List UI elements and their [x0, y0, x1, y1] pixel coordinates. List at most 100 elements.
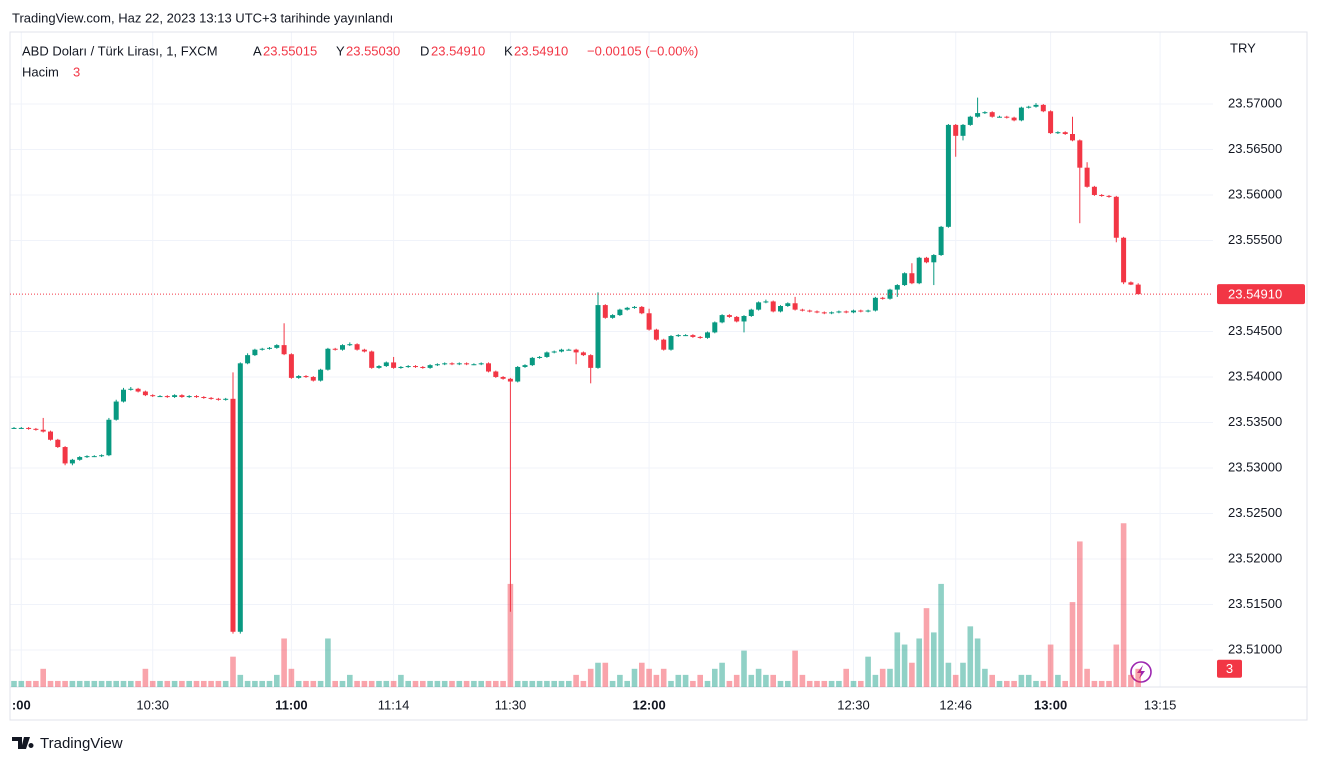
- candle-body: [683, 335, 689, 337]
- candle-body: [748, 309, 754, 317]
- candle-body: [303, 376, 309, 378]
- x-tick-label: 10:30: [136, 697, 169, 712]
- volume-bar: [354, 680, 360, 687]
- volume-bar: [770, 674, 776, 687]
- candle-body: [398, 366, 404, 368]
- currency: TRY: [1230, 40, 1256, 55]
- volume-bar: [361, 680, 368, 687]
- candle-body: [1099, 194, 1105, 196]
- y-tick-label: 23.55500: [1228, 232, 1282, 247]
- volume-bar: [84, 680, 90, 687]
- grid: [10, 32, 1213, 687]
- volume-bar: [609, 680, 616, 687]
- candle-body: [142, 391, 148, 396]
- candle-body: [442, 363, 448, 365]
- candle-body: [967, 116, 973, 125]
- candle-body: [1084, 167, 1090, 187]
- footer-logo: TradingView: [12, 735, 123, 752]
- candle-body: [712, 322, 718, 333]
- plot-area: [11, 97, 1141, 687]
- candle-body: [376, 366, 382, 368]
- volume-bar: [573, 674, 579, 687]
- lightning-icon[interactable]: [1130, 661, 1152, 683]
- candle-body: [310, 376, 316, 381]
- candle-body: [121, 389, 126, 402]
- volume-bar: [347, 674, 353, 687]
- volume-bar: [551, 680, 557, 687]
- candle-body: [1062, 132, 1068, 135]
- candle-body: [259, 348, 265, 350]
- candle-body: [544, 352, 550, 357]
- candle-body: [84, 456, 90, 458]
- candle-body: [245, 355, 251, 364]
- volume-bar: [806, 680, 813, 687]
- volume-bar: [989, 674, 995, 687]
- volume-bar: [733, 674, 740, 687]
- volume-bar: [434, 680, 441, 687]
- volume-bar: [602, 662, 609, 687]
- candle-body: [332, 348, 338, 350]
- x-tick-label: 11:14: [378, 697, 410, 712]
- candle-body: [931, 255, 937, 263]
- volume-bar: [1069, 602, 1076, 687]
- open-label: A: [253, 43, 262, 58]
- candle-body: [778, 305, 783, 312]
- volume-bar: [894, 632, 901, 687]
- y-tick-label: 23.51500: [1228, 596, 1282, 611]
- candle-body: [624, 307, 630, 310]
- candle-body: [150, 395, 156, 397]
- volume-bar: [1128, 674, 1134, 687]
- volume-bar: [412, 680, 419, 687]
- y-tick-label: 23.53500: [1228, 414, 1282, 429]
- candle-body: [829, 312, 835, 314]
- volume-bar: [1098, 680, 1105, 687]
- volume-bar: [47, 680, 54, 687]
- high-label: Y: [336, 43, 345, 58]
- candle-body: [288, 354, 294, 378]
- y-tick-label: 23.54500: [1228, 323, 1282, 338]
- candle-body: [449, 363, 455, 365]
- x-tick-label: 13:00: [1034, 697, 1067, 712]
- candle-body: [1011, 117, 1017, 121]
- candle-body: [77, 457, 83, 460]
- volume-bar: [879, 668, 886, 687]
- volume-bar: [660, 668, 667, 687]
- volume-bar: [682, 674, 689, 687]
- candle-body: [427, 365, 433, 368]
- x-tick-label: :00: [12, 697, 31, 712]
- volume-bar: [376, 680, 382, 687]
- volume-bar: [1084, 668, 1090, 687]
- candle-body: [186, 396, 192, 398]
- high-value: 23.55030: [346, 43, 400, 58]
- candle-body: [420, 366, 426, 368]
- volume-bar: [639, 662, 645, 687]
- volume-bar: [799, 674, 806, 687]
- candle-body: [792, 303, 798, 310]
- candle-body: [391, 362, 397, 368]
- candle-body: [566, 349, 572, 351]
- volume-bar: [201, 680, 207, 687]
- candle-body: [675, 335, 681, 337]
- volume-bar: [697, 674, 703, 687]
- candle-body: [18, 427, 24, 429]
- candle-body: [559, 349, 564, 352]
- volume-bar: [850, 680, 857, 687]
- volume-bar: [967, 626, 974, 687]
- volume-bar: [1077, 541, 1083, 687]
- lightning-bolt[interactable]: [1137, 665, 1145, 679]
- candle-body: [164, 396, 170, 398]
- candle-body: [975, 113, 981, 117]
- candle-body: [237, 363, 243, 632]
- volume-bar: [179, 680, 185, 687]
- volume-bar: [332, 680, 338, 687]
- volume-bar: [1113, 644, 1120, 687]
- candle-body: [179, 395, 185, 397]
- candle-body: [1040, 104, 1046, 112]
- x-tick-label: 12:00: [632, 697, 665, 712]
- candle-body: [763, 301, 769, 303]
- candle-body: [405, 366, 411, 368]
- volume-bar: [149, 680, 156, 687]
- volume-bar: [317, 680, 324, 687]
- volume-bar: [91, 680, 98, 687]
